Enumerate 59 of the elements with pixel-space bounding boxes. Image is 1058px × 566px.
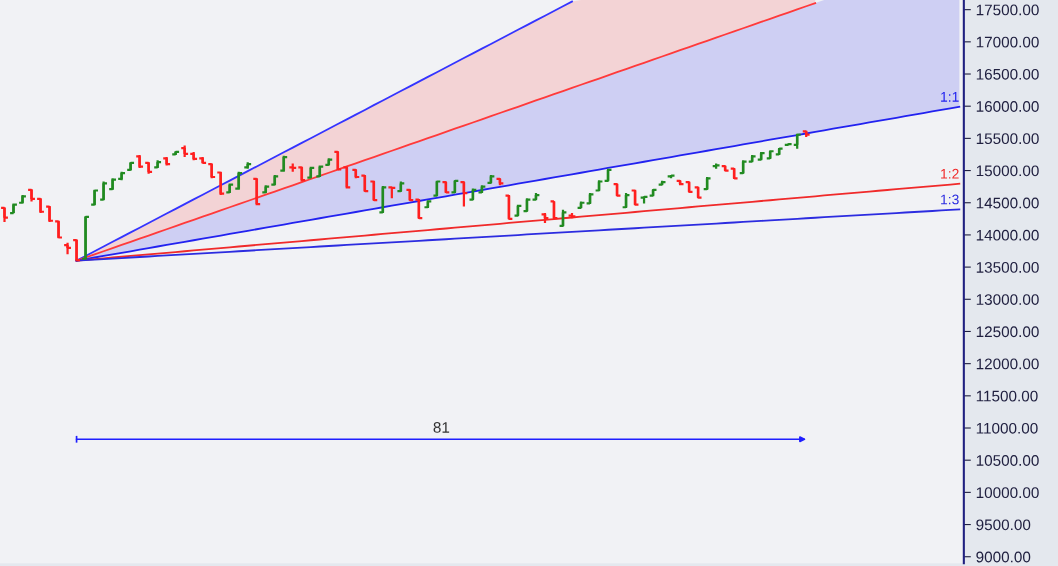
series-label: 1:2 [941, 168, 959, 179]
candlestick [516, 203, 520, 218]
candlestick [219, 170, 222, 197]
candlestick [93, 188, 96, 207]
candlestick [345, 165, 349, 190]
candlestick [471, 187, 475, 202]
y-tick-label: 12000.00 [976, 358, 1039, 370]
candlestick [705, 175, 709, 191]
y-tick-label: 13000.00 [976, 294, 1039, 305]
candlestick [282, 154, 285, 173]
y-tick-label: 15500.00 [976, 133, 1039, 145]
y-tick-label: 10000.00 [976, 487, 1039, 499]
y-tick-label: 11000.00 [976, 422, 1038, 434]
y-tick-label: 9500.00 [976, 519, 1031, 531]
candlestick [381, 184, 385, 215]
candlestick [696, 185, 700, 200]
candlestick [300, 165, 303, 183]
candlestick [336, 150, 340, 172]
candlestick [57, 219, 60, 240]
candlestick [309, 165, 312, 180]
candlestick [48, 204, 51, 224]
candlestick [507, 193, 511, 221]
series-label: 1:1 [941, 92, 959, 102]
candlestick [372, 179, 376, 202]
candlestick [453, 179, 457, 195]
y-tick-label: 17500.00 [976, 4, 1039, 16]
candlestick [210, 162, 213, 180]
y-tick-label: 15000.00 [976, 165, 1039, 177]
y-tick-label: 11500.00 [976, 390, 1038, 402]
y-tick-label: 9000.00 [976, 551, 1031, 563]
y-tick-label: 12500.00 [976, 326, 1039, 338]
candlestick [606, 167, 610, 183]
candlestick [237, 170, 240, 191]
y-tick-label: 13500.00 [976, 261, 1039, 273]
y-tick-label: 14500.00 [976, 197, 1039, 209]
candlestick [255, 177, 258, 207]
candlestick [435, 179, 439, 198]
candlestick [39, 197, 42, 215]
annotation: 81 [433, 422, 450, 433]
candlestick [741, 159, 745, 175]
candlestick [417, 197, 421, 220]
candlestick [408, 188, 412, 202]
y-tick-label: 16500.00 [976, 68, 1039, 80]
candlestick [75, 238, 78, 262]
y-tick-label: 17000.00 [976, 36, 1039, 48]
series-label: 1:3 [941, 194, 959, 205]
candlestick [363, 173, 367, 193]
y-tick-label: 16000.00 [976, 101, 1039, 112]
line-series [75, 208, 961, 262]
candlestick [318, 164, 322, 179]
candlestick [111, 177, 114, 191]
y-tick-label: 10500.00 [976, 455, 1039, 466]
candlestick [525, 197, 529, 213]
candlestick [174, 150, 177, 157]
candlestick [633, 188, 637, 207]
candlestick [84, 215, 87, 261]
y-tick-label: 14000.00 [976, 229, 1039, 241]
candlestick [147, 161, 150, 175]
candlestick [444, 180, 448, 195]
